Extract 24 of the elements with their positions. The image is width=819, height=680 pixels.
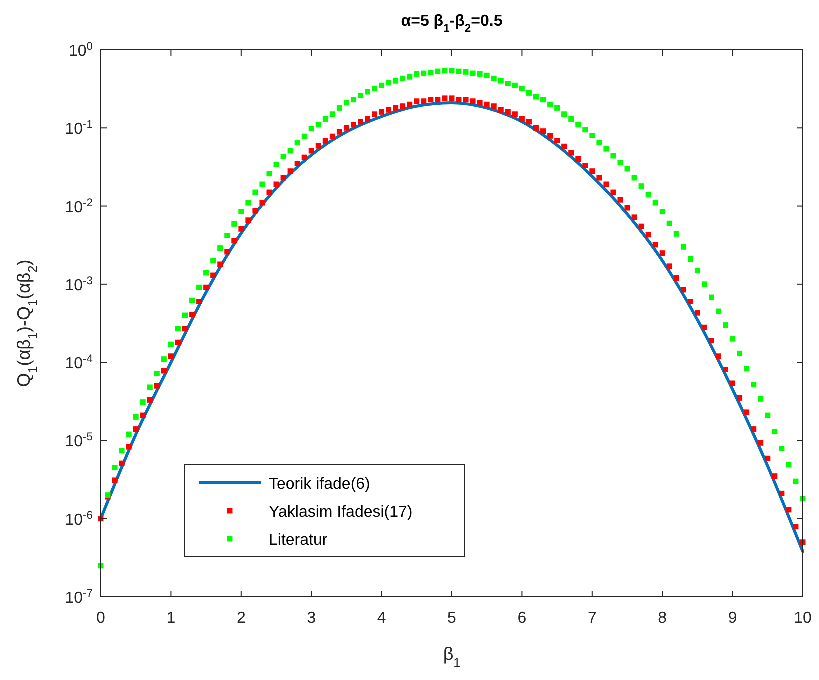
y-tick-label: 10$^{-6}$ bbox=[65, 510, 93, 529]
legend-label: Literatur bbox=[269, 532, 328, 549]
y-tick-label: 10$^{0}$ bbox=[68, 41, 93, 60]
x-tick-label: 3 bbox=[307, 610, 316, 627]
x-tick-label: 7 bbox=[588, 610, 597, 627]
chart-title: α=5 β$_{1}$-β$_{2}$=0.5 bbox=[401, 13, 503, 35]
y-tick-label: 10$^{-1}$ bbox=[65, 119, 93, 138]
x-tick-label: 8 bbox=[658, 610, 668, 627]
y-tick-label: 10$^{-2}$ bbox=[65, 197, 93, 216]
y-tick-label: 10$^{-3}$ bbox=[65, 275, 93, 294]
legend-label: Yaklasim Ifadesi(17) bbox=[269, 504, 413, 521]
x-tick-label: 2 bbox=[236, 610, 246, 627]
x-tick-label: 4 bbox=[377, 610, 386, 627]
legend-label: Teorik ifade(6) bbox=[269, 476, 370, 493]
x-tick-label: 6 bbox=[518, 610, 527, 627]
x-tick-label: 0 bbox=[96, 610, 106, 627]
x-axis-title: β$_{1}$ bbox=[443, 644, 461, 670]
y-tick-label: 10$^{-4}$ bbox=[65, 354, 93, 373]
x-tick-label: 9 bbox=[728, 610, 738, 627]
x-tick-label: 5 bbox=[448, 610, 457, 627]
y-tick-label: 10$^{-7}$ bbox=[65, 588, 93, 607]
x-tick-label: 1 bbox=[166, 610, 176, 627]
x-tick-label: 10 bbox=[794, 610, 812, 627]
y-tick-label: 10$^{-5}$ bbox=[65, 432, 93, 451]
